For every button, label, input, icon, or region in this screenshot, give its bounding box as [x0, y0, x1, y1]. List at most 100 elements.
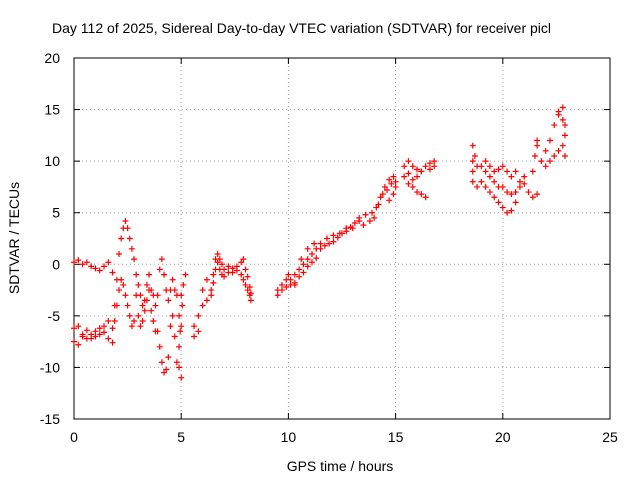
data-point [120, 281, 127, 288]
data-point [401, 173, 408, 180]
data-point [384, 187, 391, 194]
data-point [381, 183, 388, 190]
data-point [559, 116, 566, 123]
data-point [92, 265, 99, 272]
data-point [161, 271, 168, 278]
data-point [191, 333, 198, 340]
data-point [163, 366, 170, 373]
data-point [247, 297, 254, 304]
data-point [491, 194, 498, 201]
data-point [216, 256, 223, 263]
data-point [122, 292, 129, 299]
data-point [225, 269, 232, 276]
data-point [555, 147, 562, 154]
data-point [113, 302, 120, 309]
data-point [521, 173, 528, 180]
data-point [111, 318, 118, 325]
data-point [171, 287, 178, 294]
data-point [534, 142, 541, 149]
data-point [561, 132, 568, 139]
data-point [311, 240, 318, 247]
data-point [431, 158, 438, 165]
data-point [195, 328, 202, 335]
data-point [330, 232, 337, 239]
data-point [431, 163, 438, 170]
data-point [210, 271, 217, 278]
x-tick-label: 15 [388, 429, 404, 445]
data-point [339, 230, 345, 237]
data-point [304, 245, 311, 252]
data-point [559, 142, 566, 149]
data-point [386, 176, 393, 183]
data-point [208, 287, 215, 294]
data-point [179, 302, 186, 309]
data-point [300, 269, 307, 276]
data-point [516, 183, 523, 190]
data-point [176, 364, 183, 371]
data-point [240, 256, 247, 263]
data-point [529, 194, 536, 201]
data-point [122, 217, 129, 224]
data-point [409, 176, 416, 183]
data-point [238, 271, 245, 278]
data-point [165, 297, 172, 304]
data-point [426, 166, 433, 173]
data-point [561, 122, 568, 129]
data-point [178, 323, 185, 330]
y-tick-label: 0 [52, 256, 60, 272]
data-point [246, 283, 253, 290]
data-point [308, 259, 315, 266]
data-point [182, 271, 189, 278]
data-point [300, 261, 307, 268]
data-point [283, 283, 290, 290]
data-point [287, 276, 294, 283]
data-point [491, 168, 498, 175]
data-point [401, 163, 408, 170]
y-tick-label: -10 [40, 359, 60, 375]
data-point [169, 312, 176, 319]
data-point [116, 250, 123, 257]
data-point [561, 152, 568, 159]
data-point [418, 191, 425, 198]
data-point [486, 189, 493, 196]
data-point [141, 307, 148, 314]
data-point [135, 312, 142, 319]
data-point [551, 152, 558, 159]
data-point [96, 267, 103, 274]
data-point [101, 263, 108, 270]
data-point [169, 276, 176, 283]
data-point [317, 245, 324, 252]
data-point [118, 276, 125, 283]
data-point [92, 333, 99, 340]
data-point [131, 256, 138, 263]
data-point [508, 207, 515, 214]
data-point [504, 168, 511, 175]
data-point [242, 281, 249, 288]
data-point [414, 173, 421, 180]
data-point [495, 166, 502, 173]
data-point [88, 335, 95, 342]
data-point [79, 331, 86, 338]
x-axis: 0 5 10 15 20 25 [70, 58, 618, 445]
data-point [308, 250, 315, 257]
data-point [75, 341, 82, 348]
data-point [109, 325, 116, 332]
data-point [422, 163, 429, 170]
data-point [486, 163, 493, 170]
data-point [555, 108, 562, 115]
chart-grid [74, 58, 610, 419]
y-axis: -15 -10 -5 0 5 10 15 20 [40, 50, 610, 427]
data-point [469, 158, 476, 165]
data-point [133, 292, 140, 299]
data-point [499, 183, 506, 190]
data-point [409, 163, 416, 170]
data-point [379, 191, 386, 198]
data-point [150, 318, 157, 325]
data-point [291, 271, 298, 278]
x-axis-label: GPS time / hours [287, 458, 394, 474]
data-point [165, 354, 172, 361]
plot-frame [73, 57, 611, 420]
data-point [158, 256, 165, 263]
data-point [471, 152, 478, 159]
data-point [75, 257, 82, 264]
